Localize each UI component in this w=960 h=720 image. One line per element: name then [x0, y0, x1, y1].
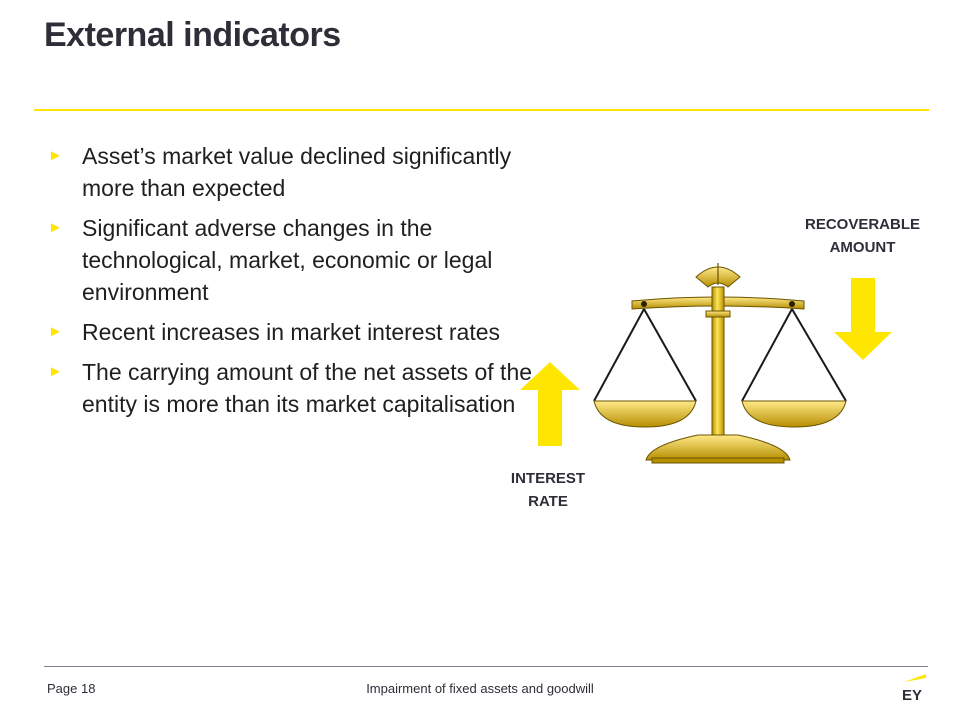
- bullet-text: Asset’s market value declined significan…: [82, 143, 512, 201]
- bullet-arrow-icon: ►: [48, 323, 63, 340]
- arrow-down-icon: [834, 278, 892, 360]
- bullet-item: ► Recent increases in market interest ra…: [48, 316, 538, 348]
- interest-label-line2: RATE: [528, 493, 568, 510]
- bullet-text: Significant adverse changes in the techn…: [82, 215, 493, 305]
- bullet-list: ► Asset’s market value declined signific…: [48, 140, 538, 428]
- recoverable-label-line1: RECOVERABLE: [804, 216, 920, 233]
- recoverable-amount-label: RECOVERABLE AMOUNT: [800, 213, 925, 259]
- title-divider: [34, 109, 929, 111]
- interest-rate-label: INTEREST RATE: [500, 467, 596, 513]
- page-number: Page 18: [47, 681, 96, 696]
- footer-divider: [44, 666, 928, 667]
- interest-label-line1: INTEREST: [510, 470, 586, 487]
- bullet-item: ► Significant adverse changes in the tec…: [48, 212, 538, 308]
- bullet-arrow-icon: ►: [48, 219, 63, 236]
- bullet-arrow-icon: ►: [48, 147, 63, 164]
- bullet-text: Recent increases in market interest rate…: [82, 319, 501, 345]
- bullet-text: The carrying amount of the net assets of…: [82, 359, 533, 417]
- slide-title: External indicators: [44, 16, 341, 54]
- bullet-item: ► Asset’s market value declined signific…: [48, 140, 538, 204]
- balance-scale-icon: [590, 255, 850, 470]
- bullet-item: ► The carrying amount of the net assets …: [48, 356, 538, 420]
- ey-logo: EY: [898, 672, 928, 704]
- svg-text:EY: EY: [902, 687, 922, 702]
- footer-title: Impairment of fixed assets and goodwill: [366, 681, 594, 696]
- recoverable-label-line2: AMOUNT: [829, 239, 896, 256]
- bullet-arrow-icon: ►: [48, 363, 63, 380]
- arrow-up-icon: [520, 362, 580, 446]
